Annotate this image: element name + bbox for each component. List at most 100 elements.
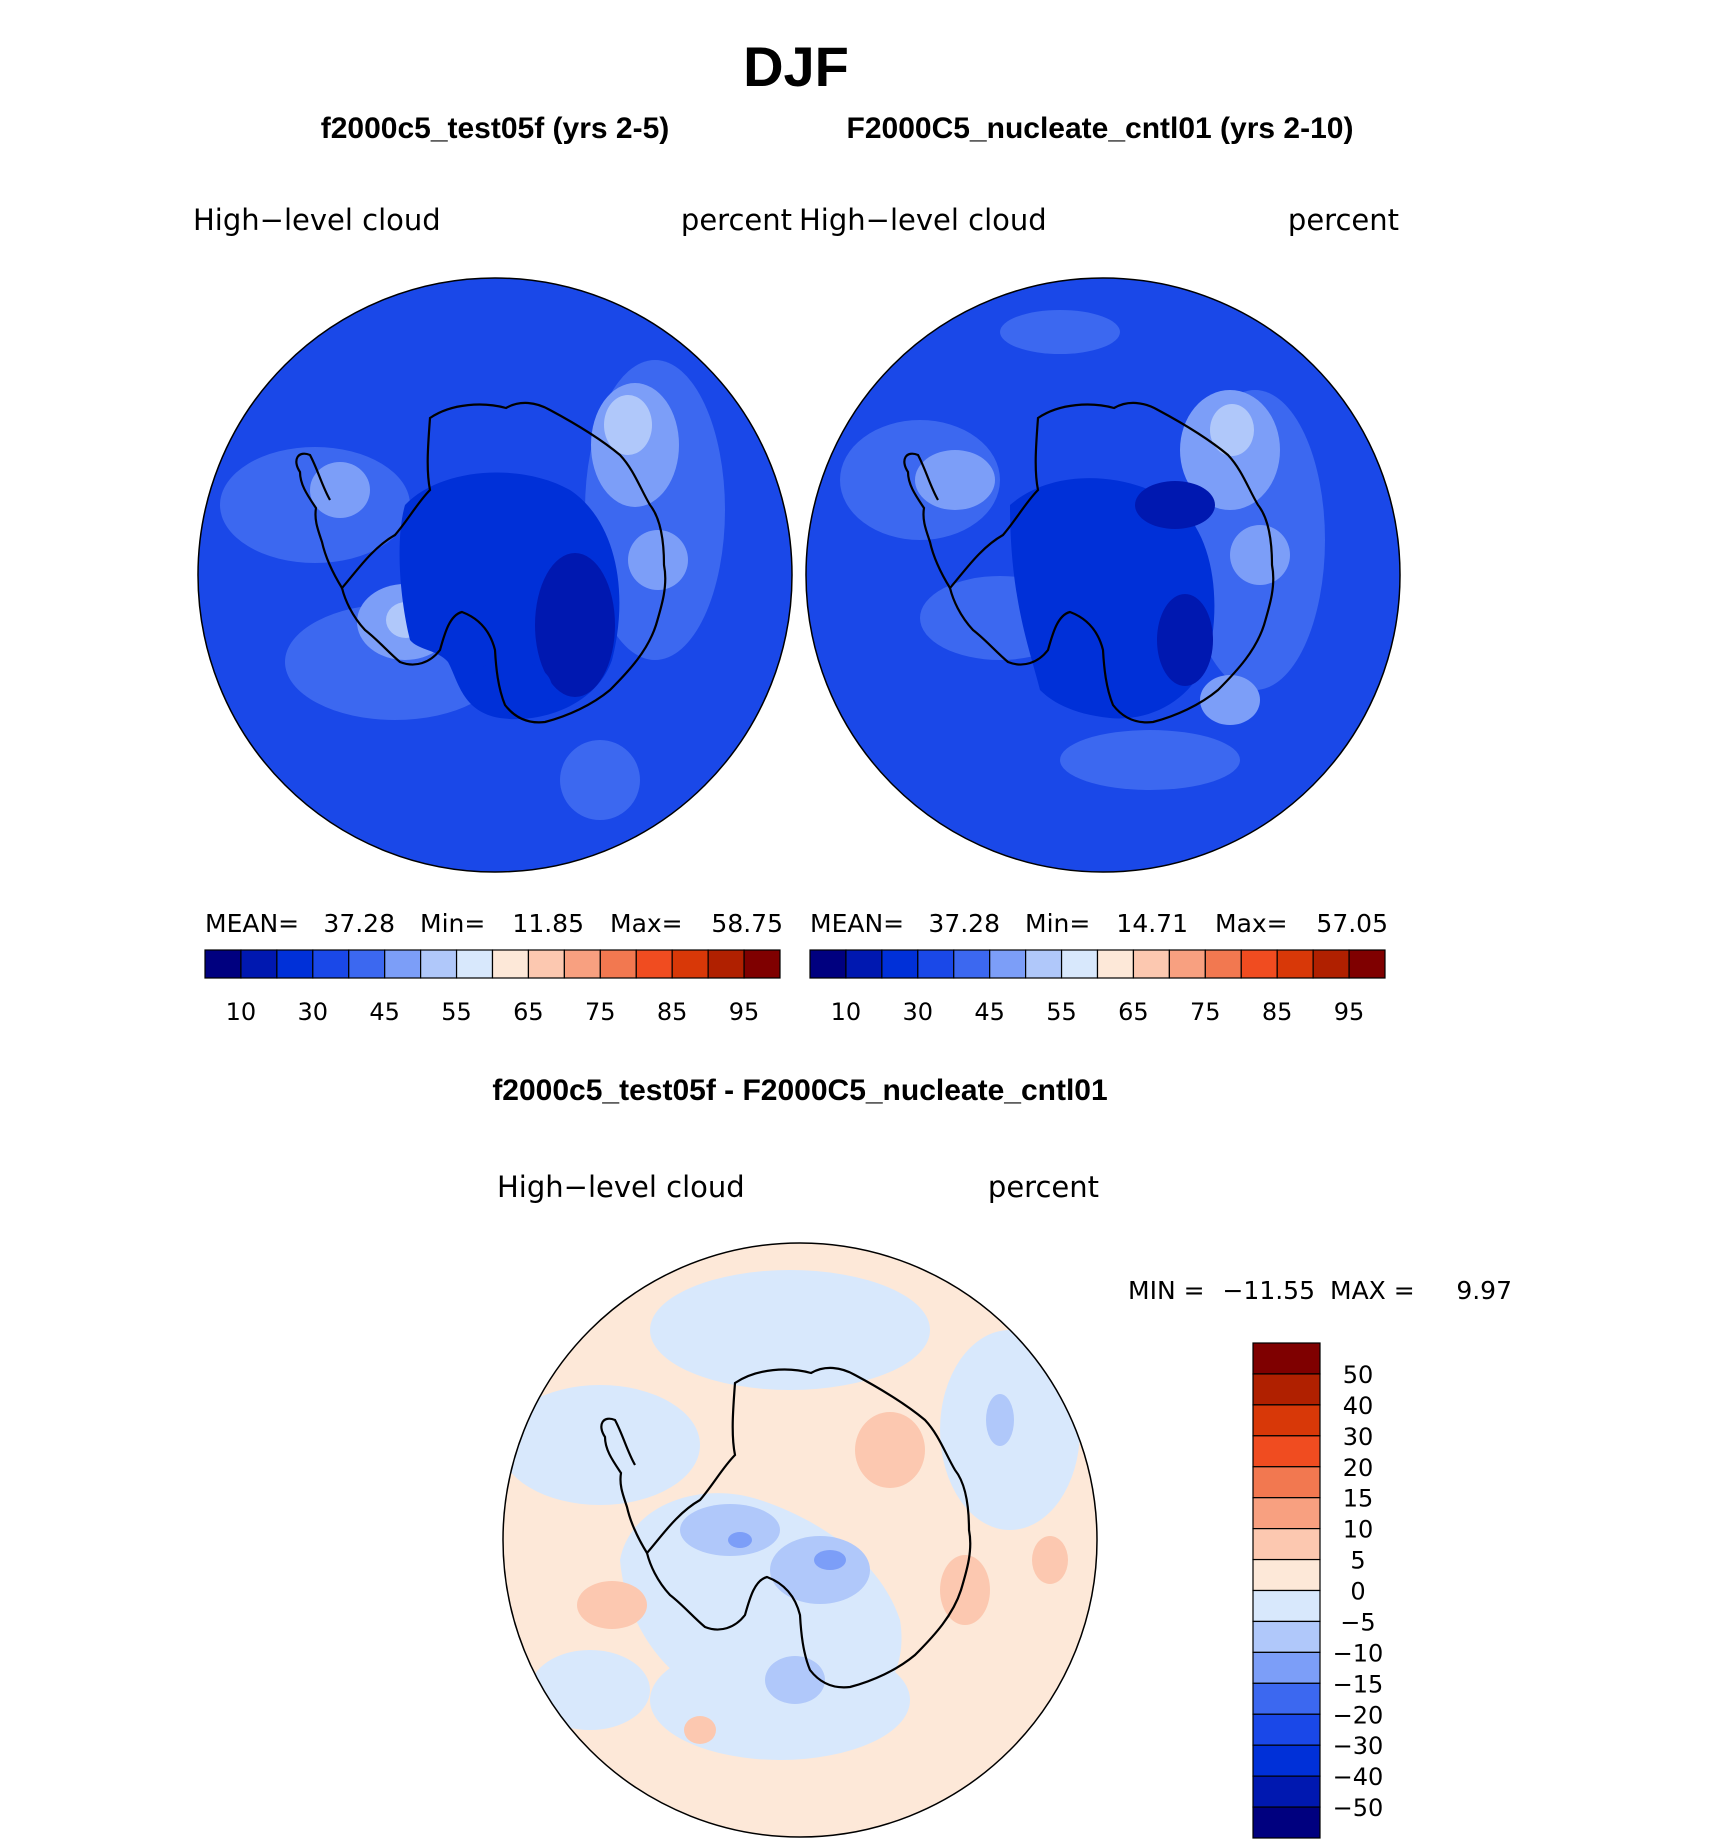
panel-2-colorbar-swatch — [881, 949, 919, 979]
panel-1-colorbar-swatch — [420, 949, 458, 979]
difference-colorbar-swatch — [1252, 1775, 1321, 1808]
panel-2-colorbar-tick-label: 75 — [1190, 998, 1221, 1026]
difference-colorbar-tick-label: −20 — [1333, 1701, 1384, 1729]
difference-colorbar-tick-label: −5 — [1340, 1608, 1375, 1636]
difference-colorbar-tick-label: 0 — [1350, 1578, 1365, 1606]
map-difference — [502, 1242, 1098, 1838]
difference-colorbar-swatch — [1252, 1342, 1321, 1375]
difference-colorbar-swatch — [1252, 1713, 1321, 1746]
panel-2-colorbar: 10 30 45 55 65 75 85 95 — [809, 949, 1386, 1026]
panel-1-stats: MEAN= 37.28 Min= 11.85 Max= 58.75 — [205, 909, 783, 938]
panel-2-colorbar-tick-label: 95 — [1334, 998, 1365, 1026]
difference-colorbar-tick-label: 50 — [1343, 1361, 1374, 1389]
difference-colorbar-swatch — [1252, 1466, 1321, 1499]
panel-2-min-value: 14.71 — [1116, 909, 1188, 938]
panel-2-colorbar-swatch — [1240, 949, 1278, 979]
panel-2-colorbar-swatch — [1276, 949, 1314, 979]
panel-1-colorbar-swatch — [563, 949, 601, 979]
panel-2-colorbar-tick-label: 30 — [903, 998, 934, 1026]
panel-1-colorbar-swatch — [491, 949, 530, 979]
figure-title: DJF — [743, 35, 849, 98]
panel-1-colorbar-swatch — [240, 949, 278, 979]
difference-colorbar-tick-label: −30 — [1333, 1732, 1384, 1760]
panel-1-colorbar-swatch — [671, 949, 709, 979]
panel-2-colorbar-swatch — [1348, 949, 1386, 979]
difference-heading: f2000c5_test05f - F2000C5_nucleate_cntl0… — [492, 1074, 1107, 1107]
panel-1-colorbar-tick-label: 30 — [298, 998, 329, 1026]
panel-2-colorbar-swatch — [1312, 949, 1350, 979]
difference-min-value: −11.55 — [1222, 1276, 1315, 1305]
panel-2-units-label: percent — [1288, 203, 1399, 237]
panel-2-mean-value: 37.28 — [928, 909, 1000, 938]
panel-2-heading: F2000C5_nucleate_cntl01 (yrs 2-10) — [847, 112, 1354, 145]
panel-1-units-label: percent — [681, 203, 792, 237]
panel-1-colorbar-swatch — [743, 949, 781, 979]
difference-colorbar-tick-label: −15 — [1333, 1670, 1384, 1698]
panel-2-colorbar-swatch — [953, 949, 991, 979]
difference-colorbar-tick-label: −40 — [1333, 1763, 1384, 1791]
panel-2-colorbar-tick-label: 65 — [1118, 998, 1149, 1026]
panel-2-max-label: Max= — [1215, 909, 1288, 938]
difference-colorbar-swatch — [1252, 1373, 1321, 1406]
panel-2-colorbar-tick-label: 55 — [1046, 998, 1077, 1026]
panel-1-colorbar-swatch — [312, 949, 350, 979]
panel-1-colorbar-swatch — [384, 949, 422, 979]
panel-1-colorbar-tick-label: 75 — [585, 998, 616, 1026]
panel-2-colorbar-swatch — [845, 949, 883, 979]
panel-1-min-label: Min= — [420, 909, 485, 938]
panel-1-max-value: 58.75 — [711, 909, 783, 938]
panel-1-mean-label: MEAN= — [205, 909, 299, 938]
panel-2-colorbar-swatch — [1204, 949, 1242, 979]
panel-1-colorbar-tick-label: 65 — [513, 998, 544, 1026]
difference-colorbar-swatch — [1252, 1589, 1321, 1623]
difference-colorbar-tick-label: 10 — [1343, 1516, 1374, 1544]
difference-colorbar-swatch — [1252, 1528, 1321, 1561]
panel-2-mean-label: MEAN= — [810, 909, 904, 938]
panel-2-colorbar-swatch — [1132, 949, 1170, 979]
panel-1-colorbar-swatch — [599, 949, 637, 979]
map-panel-2 — [805, 277, 1401, 873]
panel-1-colorbar-swatch — [348, 949, 386, 979]
difference-colorbar-tick-label: 15 — [1343, 1485, 1374, 1513]
panel-2-min-label: Min= — [1025, 909, 1090, 938]
panel-1-field-label: High−level cloud — [193, 203, 441, 237]
difference-colorbar-swatch — [1252, 1620, 1321, 1653]
panel-2-colorbar-tick-label: 85 — [1262, 998, 1293, 1026]
difference-min-label: MIN = — [1128, 1276, 1205, 1305]
panel-1-colorbar-swatch — [707, 949, 745, 979]
panel-2-field-label: High−level cloud — [799, 203, 1047, 237]
panel-2-colorbar-swatch — [1025, 949, 1063, 979]
difference-colorbar-tick-label: −10 — [1333, 1639, 1384, 1667]
difference-field-label: High−level cloud — [497, 1170, 745, 1204]
panel-1-colorbar: 10 30 45 55 65 75 85 95 — [204, 949, 781, 1026]
panel-2-colorbar-swatch — [1060, 949, 1099, 979]
difference-colorbar-tick-label: 5 — [1350, 1547, 1365, 1575]
difference-colorbar-swatch — [1252, 1806, 1321, 1839]
panel-1-heading: f2000c5_test05f (yrs 2-5) — [321, 112, 670, 145]
difference-max-value: 9.97 — [1456, 1276, 1512, 1305]
difference-colorbar-swatch — [1252, 1682, 1321, 1715]
difference-colorbar-swatch — [1252, 1651, 1321, 1684]
difference-units-label: percent — [988, 1170, 1099, 1204]
difference-stats: MIN = −11.55 MAX = 9.97 — [1128, 1276, 1512, 1305]
panel-1-colorbar-tick-label: 55 — [441, 998, 472, 1026]
panel-1-min-value: 11.85 — [512, 909, 584, 938]
panel-1-colorbar-swatch — [527, 949, 565, 979]
panel-1-colorbar-swatch — [276, 949, 314, 979]
difference-colorbar-swatch — [1252, 1404, 1321, 1437]
map-panel-1 — [197, 277, 793, 873]
panel-2-colorbar-tick-label: 45 — [974, 998, 1005, 1026]
panel-2-stats: MEAN= 37.28 Min= 14.71 Max= 57.05 — [810, 909, 1388, 938]
panel-1-max-label: Max= — [610, 909, 683, 938]
panel-2-colorbar-swatch — [1096, 949, 1135, 979]
panel-1-mean-value: 37.28 — [323, 909, 395, 938]
panel-1-colorbar-tick-label: 85 — [657, 998, 688, 1026]
difference-colorbar-tick-label: −50 — [1333, 1794, 1384, 1822]
panel-2-colorbar-swatch — [989, 949, 1027, 979]
panel-1-colorbar-swatch — [455, 949, 494, 979]
panel-2-max-value: 57.05 — [1316, 909, 1388, 938]
difference-max-label: MAX = — [1330, 1276, 1415, 1305]
panel-2-colorbar-swatch — [917, 949, 955, 979]
